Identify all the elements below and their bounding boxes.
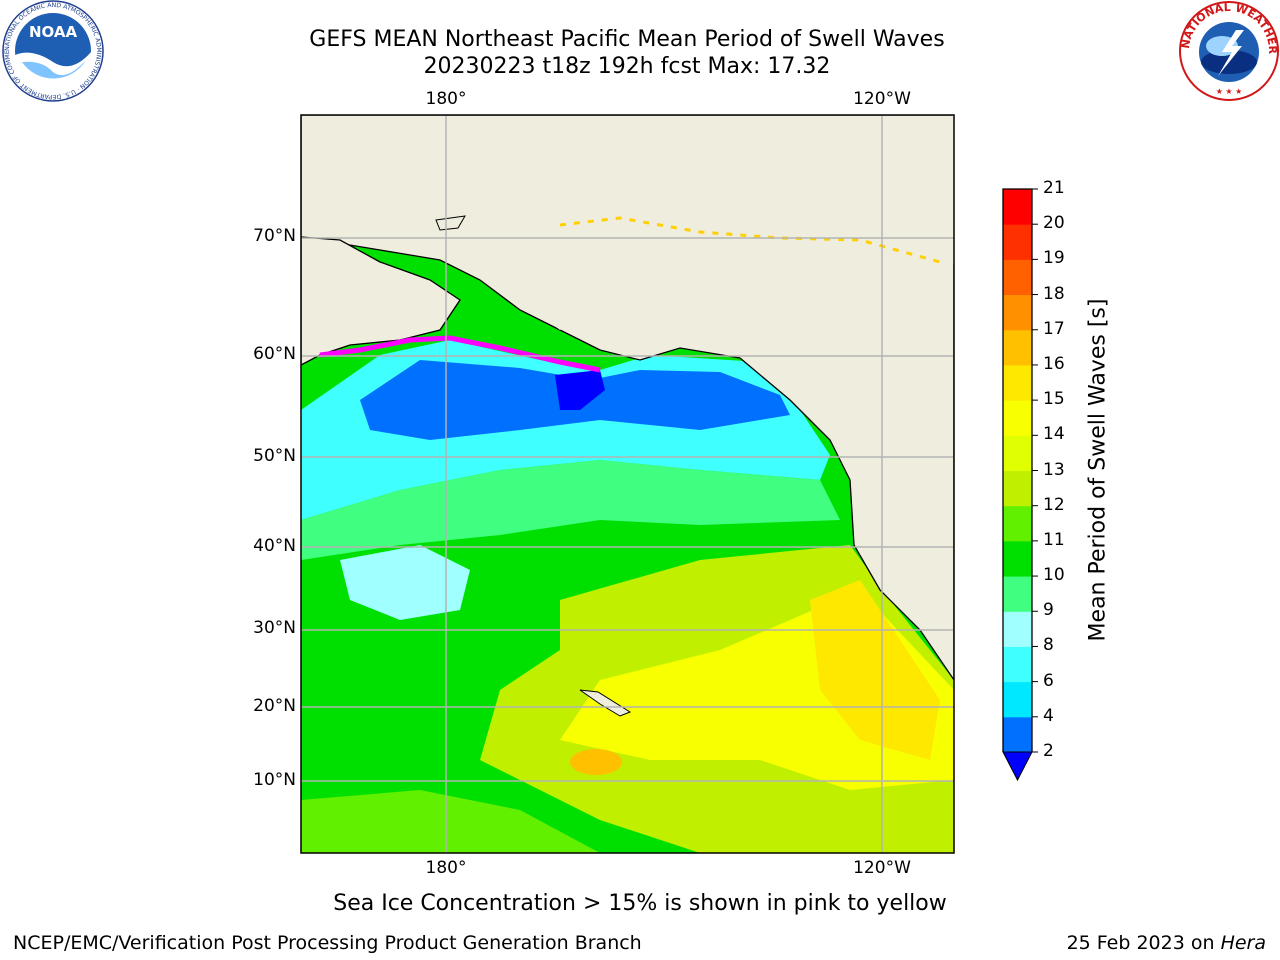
colorbar-swatch xyxy=(1003,576,1032,612)
nws-logo: NATIONAL WEATHER SERVICE ★ ★ ★ xyxy=(1178,0,1279,101)
lat-label-40n: 40°N xyxy=(253,536,296,556)
hawaii-islands xyxy=(579,689,632,717)
colorbar-swatch xyxy=(1003,646,1032,683)
siberia-land xyxy=(301,236,461,366)
colorbar-tick-label: 4 xyxy=(1043,705,1054,726)
lon-label-top-120w: 120°W xyxy=(853,89,911,109)
colorbar-swatch xyxy=(1003,611,1032,647)
map-panel xyxy=(301,115,954,853)
lon-label-bottom-120w: 120°W xyxy=(853,858,911,878)
sea-ice-edge xyxy=(319,335,601,373)
footer-branch: NCEP/EMC/Verification Post Processing Pr… xyxy=(13,932,642,954)
colorbar-swatch xyxy=(1003,259,1032,296)
lat-label-70n: 70°N xyxy=(253,226,296,246)
colorbar-tick-label: 8 xyxy=(1043,635,1054,656)
lon-label-bottom-180: 180° xyxy=(425,858,467,878)
colorbar-swatch xyxy=(1003,470,1032,507)
north-america-land xyxy=(301,115,954,682)
colorbar-swatch xyxy=(1003,716,1032,753)
colorbar-tick-label: 6 xyxy=(1043,670,1054,691)
colorbar-swatch xyxy=(1003,505,1032,542)
swell-zone-15-16s xyxy=(810,580,940,760)
footer-host: Hera xyxy=(1220,932,1266,954)
chart-subtitle: 20230223 t18z 192h fcst Max: 17.32 xyxy=(423,54,831,79)
colorbar-swatch xyxy=(1003,681,1032,718)
swell-zone-16-17s xyxy=(570,749,622,775)
colorbar-tick-label: 12 xyxy=(1043,494,1065,515)
colorbar-tick-label: 13 xyxy=(1043,459,1065,480)
svg-text:★ ★ ★: ★ ★ ★ xyxy=(1216,87,1243,96)
colorbar-tick-label: 2 xyxy=(1043,741,1054,761)
colorbar-swatch xyxy=(1003,224,1032,260)
colorbar-label: Mean Period of Swell Waves [s] xyxy=(1085,298,1111,642)
colorbar-tick-label: 20 xyxy=(1043,213,1065,234)
colorbar-swatch xyxy=(1003,294,1032,331)
colorbar-tick-label: 18 xyxy=(1043,283,1065,304)
colorbar-tick-label: 17 xyxy=(1043,318,1065,339)
wrangel-island xyxy=(435,215,466,231)
lon-label-top-180: 180° xyxy=(425,89,467,109)
colorbar-under-arrow xyxy=(1002,751,1033,782)
swell-zone-11-12s xyxy=(301,790,600,853)
graticule xyxy=(301,115,954,853)
colorbar-tick-label: 19 xyxy=(1043,248,1065,269)
colorbar-tick-label: 21 xyxy=(1043,178,1065,198)
colorbar-tick-label: 16 xyxy=(1043,353,1065,374)
swell-zone-8-9s xyxy=(340,545,470,620)
colorbar-swatch xyxy=(1003,329,1032,366)
colorbar-tick-label: 15 xyxy=(1043,389,1065,410)
colorbar-tick-label: 10 xyxy=(1043,565,1065,586)
colorbar-swatch xyxy=(1003,400,1032,436)
noaa-logo: NATIONAL OCEANIC AND ATMOSPHERIC ADMINIS… xyxy=(2,0,104,102)
colorbar-swatch xyxy=(1003,435,1032,471)
colorbar-swatch xyxy=(1003,540,1032,577)
colorbar-swatch xyxy=(1003,189,1032,225)
lat-label-30n: 30°N xyxy=(253,618,296,638)
colorbar-tick-label: 9 xyxy=(1043,600,1054,621)
colorbar-swatch xyxy=(1003,364,1032,401)
colorbar-tick-label: 11 xyxy=(1043,529,1065,550)
sea-ice-note: Sea Ice Concentration > 15% is shown in … xyxy=(333,891,947,916)
lat-label-10n: 10°N xyxy=(253,770,296,790)
colorbar xyxy=(1002,188,1038,782)
lat-label-60n: 60°N xyxy=(253,344,296,364)
svg-text:NOAA: NOAA xyxy=(29,23,78,41)
footer-date: 25 Feb 2023 on Hera xyxy=(1067,932,1266,954)
swell-zone-under-2s xyxy=(555,370,605,410)
footer-date-text: 25 Feb 2023 on xyxy=(1066,932,1221,954)
colorbar-tick-label: 14 xyxy=(1043,424,1065,445)
swell-zone-9-10s xyxy=(301,460,840,560)
lat-label-50n: 50°N xyxy=(253,446,296,466)
chart-title: GEFS MEAN Northeast Pacific Mean Period … xyxy=(309,27,945,52)
lat-label-20n: 20°N xyxy=(253,696,296,716)
map-frame xyxy=(300,114,955,854)
